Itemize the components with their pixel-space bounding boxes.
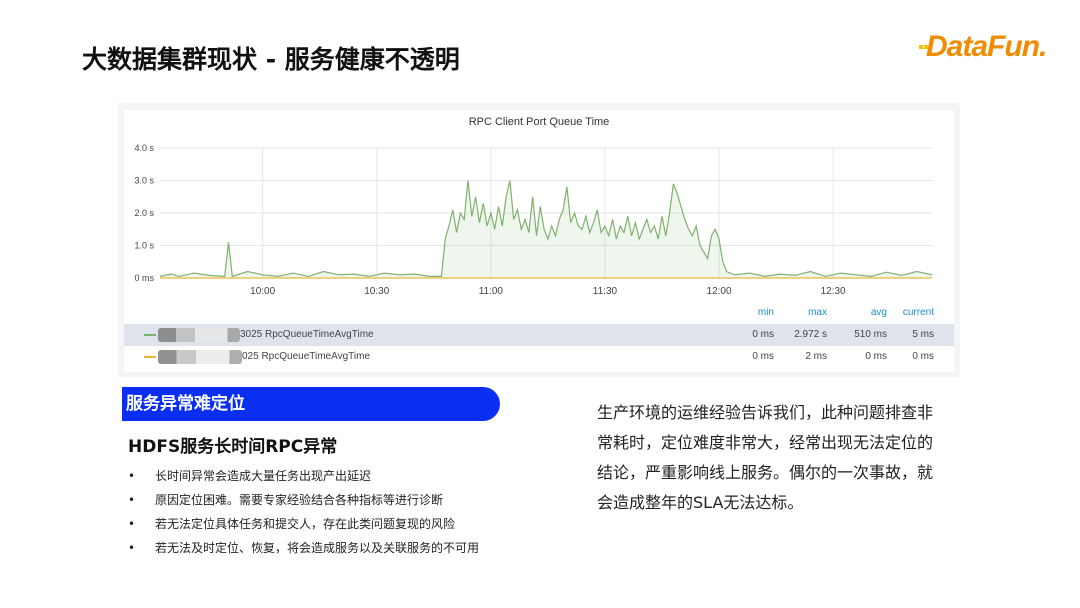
- x-tick-label: 11:00: [479, 286, 504, 297]
- x-tick-label: 12:00: [707, 286, 732, 297]
- legend-col-current[interactable]: current: [902, 307, 934, 318]
- y-tick-label: 3.0 s: [134, 176, 154, 186]
- description-paragraph: 生产环境的运维经验告诉我们，此种问题排查非常耗时，定位难度非常大，经常出现无法定…: [597, 403, 934, 512]
- x-tick-label: 10:00: [250, 286, 275, 297]
- chart-panel: RPC Client Port Queue Time 0 ms 1.0 s 2.0 …: [118, 103, 960, 377]
- bullet-item: 若无法定位具体任务和提交人，存在此类问题复现的风险: [128, 514, 479, 538]
- legend-col-min[interactable]: min: [757, 307, 774, 318]
- y-tick-label: 0 ms: [134, 273, 154, 283]
- page-title: 大数据集群现状 - 服务健康不透明: [82, 45, 460, 74]
- y-tick-label: 2.0 s: [134, 208, 154, 218]
- series-area: [160, 180, 932, 278]
- bullet-item: 若无法及时定位、恢复，将会造成服务以及关联服务的不可用: [128, 538, 479, 562]
- chart-title: RPC Client Port Queue Time: [468, 116, 610, 128]
- bullet-item: 长时间异常会造成大量任务出现产出延迟: [128, 466, 479, 490]
- series-color-swatch: [144, 356, 156, 358]
- x-tick-label: 10:30: [364, 286, 389, 297]
- legend-col-max[interactable]: max: [808, 307, 827, 318]
- chart-legend: min max avg current 3025 RpcQueueTimeAvg…: [124, 302, 954, 368]
- bullet-item: 原因定位困难。需要专家经验结合各种指标等进行诊断: [128, 490, 479, 514]
- redacted-host: [158, 328, 240, 342]
- legend-header: min max avg current: [124, 302, 954, 324]
- legend-row[interactable]: 3025 RpcQueueTimeAvgTime 0 ms 2.972 s 51…: [124, 324, 954, 346]
- rpc-queue-time-chart: 0 ms 1.0 s 2.0 s 3.0 s 4.0 s 10:00 10:30 11:00 1…: [134, 143, 933, 297]
- section-badge: 服务异常难定位: [122, 387, 500, 421]
- section-subtitle: HDFS服务长时间RPC异常: [128, 437, 338, 457]
- bullet-list: 长时间异常会造成大量任务出现产出延迟 原因定位困难。需要专家经验结合各种指标等进…: [128, 466, 479, 562]
- series-line: [159, 180, 933, 278]
- redacted-host: [158, 350, 242, 364]
- legend-row[interactable]: 025 RpcQueueTimeAvgTime 0 ms 2 ms 0 ms 0…: [124, 346, 954, 368]
- y-tick-label: 1.0 s: [134, 241, 154, 251]
- series-color-swatch: [144, 334, 156, 336]
- y-tick-label: 4.0 s: [134, 143, 154, 153]
- legend-col-avg[interactable]: avg: [870, 307, 887, 318]
- datafun-logo: ▪▫▪DataFun.: [918, 30, 1047, 63]
- x-tick-label: 12:30: [821, 286, 846, 297]
- x-tick-label: 11:30: [593, 286, 618, 297]
